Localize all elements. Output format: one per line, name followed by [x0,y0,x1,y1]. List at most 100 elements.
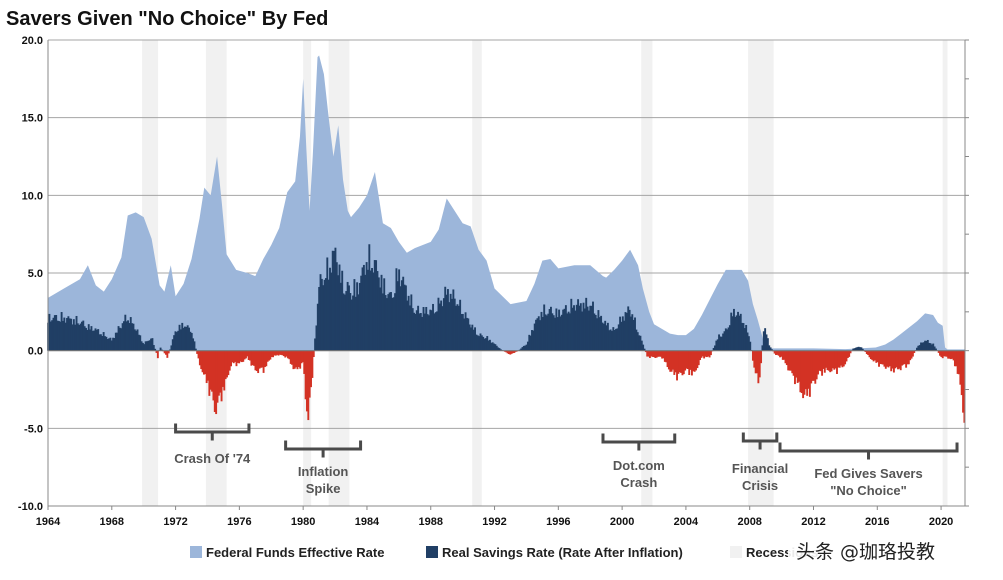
real-rate-bar [242,350,245,362]
real-rate-bar [856,347,859,351]
real-rate-bar [444,286,447,351]
real-rate-bar [108,338,110,351]
real-rate-bar [419,313,422,351]
real-rate-bar [529,335,532,351]
real-rate-bar [944,350,947,357]
annotation-bracket-1 [284,440,363,458]
real-rate-bar [621,316,624,351]
real-rate-bar [72,319,75,351]
real-rate-bar [125,321,128,351]
real-rate-bar [93,330,96,351]
real-rate-bar [179,329,182,351]
real-rate-bar [779,350,782,358]
real-rate-bar [451,298,453,351]
real-rate-bar [257,350,260,374]
real-rate-bar [680,350,683,373]
real-rate-bar [490,342,493,351]
real-rate-bar [193,341,196,351]
real-rate-bar [57,320,60,351]
y-tick-label: 0.0 [28,346,43,358]
real-rate-bar [545,315,548,351]
real-rate-bar [188,327,190,351]
real-rate-bar [56,320,59,351]
real-rate-bar [737,311,739,351]
real-rate-bar [449,293,452,351]
real-rate-bar [849,350,852,354]
real-rate-bar [682,350,685,375]
watermark: 头条 @珈珞投教 [788,534,1000,568]
real-rate-bar [699,350,702,361]
real-rate-bar [410,294,413,351]
real-rate-bar [220,350,223,402]
real-rate-bar [536,318,539,351]
real-rate-bar [442,298,445,351]
real-rate-bar [891,350,894,369]
real-rate-bar [764,328,767,351]
real-rate-bar [562,309,565,351]
real-rate-bar [581,311,584,351]
legend-label-fed: Federal Funds Effective Rate [206,545,384,560]
real-rate-bar [612,327,615,351]
real-rate-bar [865,350,868,355]
fed-funds-area [48,55,965,351]
x-tick-label: 1988 [419,516,443,528]
real-rate-bar [387,294,390,351]
real-rate-bar [860,347,863,351]
real-rate-bar [461,313,464,351]
real-rate-bar [291,350,293,365]
real-rate-bar [547,313,550,351]
real-rate-bar [486,336,489,351]
real-rate-bar [127,320,129,351]
x-tick-label: 2008 [737,516,761,528]
real-rate-bar [917,345,920,351]
real-rate-bar [174,331,177,351]
real-rate-bar [734,316,737,351]
real-rate-bar [135,330,138,351]
real-savings-bars [47,244,966,423]
real-rate-bar [716,339,719,351]
real-rate-bar [482,336,485,351]
real-rate-bar [465,317,468,351]
real-rate-bar [695,350,697,371]
real-rate-bar [421,316,424,351]
real-rate-bar [212,350,215,401]
real-rate-bar [684,350,687,371]
real-rate-bar [398,269,401,351]
real-rate-bar [705,350,708,358]
real-rate-bar [524,345,527,351]
real-rate-bar [929,343,932,351]
real-rate-bar [251,350,254,366]
real-rate-bar [943,350,946,357]
real-rate-bar [491,342,494,351]
real-rate-bar [952,350,955,361]
real-rate-bar [362,264,365,351]
axes: -10.0 -5.0 0.0 5.0 10.0 15.0 20.0 1964 1968 1972 1… [18,35,969,528]
real-rate-bar [101,336,104,351]
real-rate-bar [765,334,768,351]
real-rate-bar [192,338,195,351]
real-rate-bar [960,350,963,396]
real-rate-bar [140,341,143,351]
real-rate-bar [322,285,325,351]
real-rate-bar [105,336,108,351]
real-rate-bar [608,330,611,351]
real-rate-bar [939,350,941,356]
real-rate-bar [99,334,102,351]
y-tick-label: 10.0 [22,190,43,202]
real-rate-bar [404,285,407,351]
real-rate-bar [483,338,486,351]
real-rate-bar [807,350,810,389]
chart-title: Savers Given "No Choice" By Fed [6,8,328,30]
real-rate-bar [80,321,83,351]
real-rate-bar [368,244,371,351]
real-rate-bar [677,350,680,374]
real-rate-bar [381,293,384,351]
real-rate-bar [433,313,436,351]
real-rate-bar [507,350,510,355]
real-rate-bar [558,309,561,351]
real-rate-bar [129,317,132,351]
real-rate-bar [171,339,174,351]
real-rate-bar [338,264,341,351]
real-rate-bar [739,313,742,351]
real-rate-bar [391,297,394,351]
